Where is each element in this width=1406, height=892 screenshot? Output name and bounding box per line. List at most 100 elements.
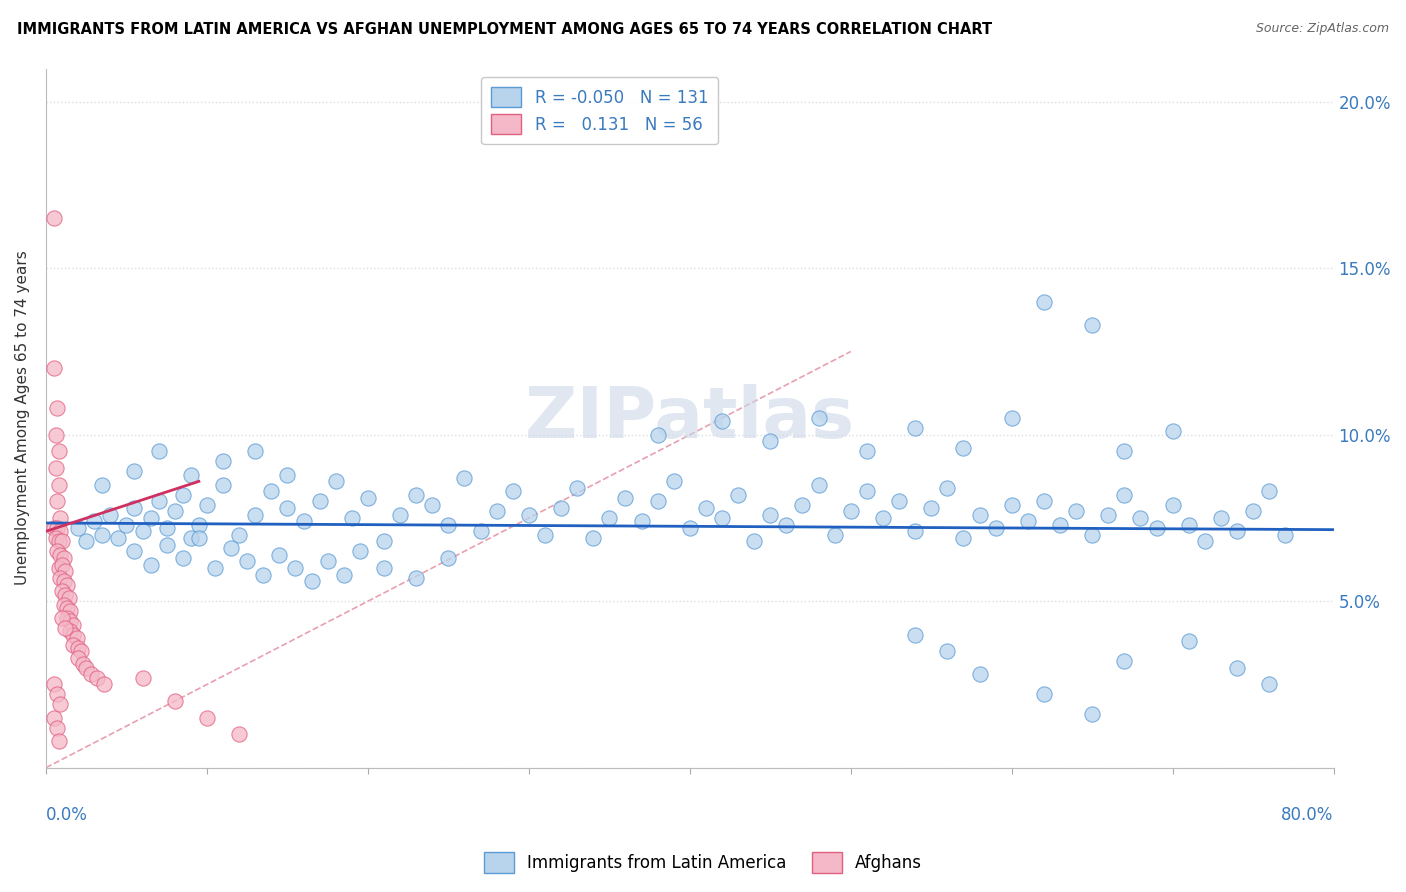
Point <box>1064 504 1087 518</box>
Point <box>51 611 73 625</box>
Point <box>936 644 959 658</box>
Point <box>59 614 82 628</box>
Point <box>389 508 412 522</box>
Point <box>437 551 460 566</box>
Point <box>276 501 298 516</box>
Point <box>172 488 194 502</box>
Point <box>269 548 291 562</box>
Point <box>1178 634 1201 648</box>
Point <box>245 508 267 522</box>
Point <box>156 538 179 552</box>
Point <box>212 477 235 491</box>
Point <box>139 558 162 572</box>
Point <box>517 508 540 522</box>
Point <box>59 604 82 618</box>
Point <box>1161 425 1184 439</box>
Point <box>163 694 186 708</box>
Point <box>1081 707 1104 722</box>
Point <box>53 588 76 602</box>
Text: 0.0%: 0.0% <box>46 806 87 824</box>
Point <box>1258 677 1281 691</box>
Point <box>936 481 959 495</box>
Point <box>405 571 427 585</box>
Point <box>357 491 380 505</box>
Point <box>49 571 72 585</box>
Point <box>42 211 65 226</box>
Point <box>630 514 652 528</box>
Point <box>582 531 605 545</box>
Y-axis label: Unemployment Among Ages 65 to 74 years: Unemployment Among Ages 65 to 74 years <box>15 251 30 585</box>
Point <box>759 434 782 449</box>
Point <box>856 484 879 499</box>
Point <box>52 574 75 589</box>
Point <box>42 677 65 691</box>
Point <box>679 521 702 535</box>
Point <box>67 640 90 655</box>
Point <box>124 544 146 558</box>
Point <box>62 627 84 641</box>
Point <box>1017 514 1039 528</box>
Point <box>647 494 669 508</box>
Point <box>49 524 72 539</box>
Point <box>228 527 250 541</box>
Point <box>904 627 927 641</box>
Point <box>212 454 235 468</box>
Text: ZIPatlas: ZIPatlas <box>524 384 855 452</box>
Point <box>292 514 315 528</box>
Point <box>52 598 75 612</box>
Text: Source: ZipAtlas.com: Source: ZipAtlas.com <box>1256 22 1389 36</box>
Point <box>48 734 70 748</box>
Point <box>711 511 734 525</box>
Point <box>420 498 443 512</box>
Point <box>1194 534 1216 549</box>
Point <box>1146 521 1168 535</box>
Point <box>824 527 846 541</box>
Point <box>276 467 298 482</box>
Point <box>46 494 69 508</box>
Point <box>332 567 354 582</box>
Point <box>49 548 72 562</box>
Point <box>91 477 114 491</box>
Point <box>952 441 974 455</box>
Point <box>91 527 114 541</box>
Point <box>598 511 620 525</box>
Point <box>93 677 115 691</box>
Point <box>245 444 267 458</box>
Point <box>65 631 87 645</box>
Point <box>1097 508 1119 522</box>
Point <box>437 517 460 532</box>
Point <box>83 514 105 528</box>
Point <box>180 531 202 545</box>
Point <box>124 501 146 516</box>
Point <box>1114 488 1136 502</box>
Point <box>325 475 347 489</box>
Point <box>42 361 65 376</box>
Point <box>1114 444 1136 458</box>
Point <box>405 488 427 502</box>
Point <box>67 650 90 665</box>
Point <box>86 671 108 685</box>
Point <box>51 584 73 599</box>
Point <box>662 475 685 489</box>
Point <box>470 524 492 539</box>
Point <box>550 501 572 516</box>
Point <box>807 411 830 425</box>
Point <box>48 534 70 549</box>
Point <box>373 534 395 549</box>
Point <box>695 501 717 516</box>
Point <box>51 558 73 572</box>
Point <box>204 561 226 575</box>
Point <box>742 534 765 549</box>
Text: IMMIGRANTS FROM LATIN AMERICA VS AFGHAN UNEMPLOYMENT AMONG AGES 65 TO 74 YEARS C: IMMIGRANTS FROM LATIN AMERICA VS AFGHAN … <box>17 22 993 37</box>
Point <box>969 508 991 522</box>
Point <box>904 421 927 435</box>
Point <box>453 471 475 485</box>
Point <box>75 534 97 549</box>
Point <box>163 504 186 518</box>
Point <box>53 621 76 635</box>
Point <box>62 617 84 632</box>
Point <box>48 444 70 458</box>
Point <box>1001 498 1024 512</box>
Point <box>1258 484 1281 499</box>
Text: 80.0%: 80.0% <box>1281 806 1334 824</box>
